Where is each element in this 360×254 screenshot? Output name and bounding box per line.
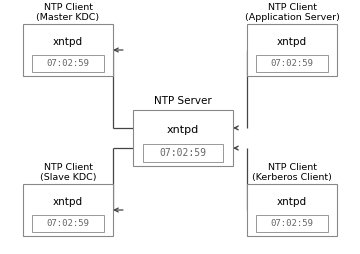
Text: NTP Client
(Kerberos Client): NTP Client (Kerberos Client): [252, 163, 332, 182]
Text: NTP Server: NTP Server: [154, 96, 212, 106]
Text: xntpd: xntpd: [277, 197, 307, 207]
Text: NTP Client
(Slave KDC): NTP Client (Slave KDC): [40, 163, 96, 182]
Bar: [247, 24, 337, 76]
Bar: [143, 144, 223, 162]
Bar: [32, 215, 104, 232]
Bar: [133, 110, 233, 166]
Text: 07:02:59: 07:02:59: [46, 59, 90, 68]
Bar: [256, 55, 328, 72]
Text: 07:02:59: 07:02:59: [270, 59, 314, 68]
Text: 07:02:59: 07:02:59: [270, 219, 314, 228]
Bar: [23, 24, 113, 76]
Bar: [256, 215, 328, 232]
Text: NTP Client
(Master KDC): NTP Client (Master KDC): [36, 3, 100, 22]
Bar: [23, 184, 113, 236]
Text: 07:02:59: 07:02:59: [46, 219, 90, 228]
Bar: [247, 184, 337, 236]
Text: xntpd: xntpd: [53, 37, 83, 47]
Text: NTP Client
(Application Server): NTP Client (Application Server): [244, 3, 339, 22]
Text: xntpd: xntpd: [167, 125, 199, 135]
Text: 07:02:59: 07:02:59: [159, 148, 207, 157]
Bar: [32, 55, 104, 72]
Text: xntpd: xntpd: [277, 37, 307, 47]
Text: xntpd: xntpd: [53, 197, 83, 207]
